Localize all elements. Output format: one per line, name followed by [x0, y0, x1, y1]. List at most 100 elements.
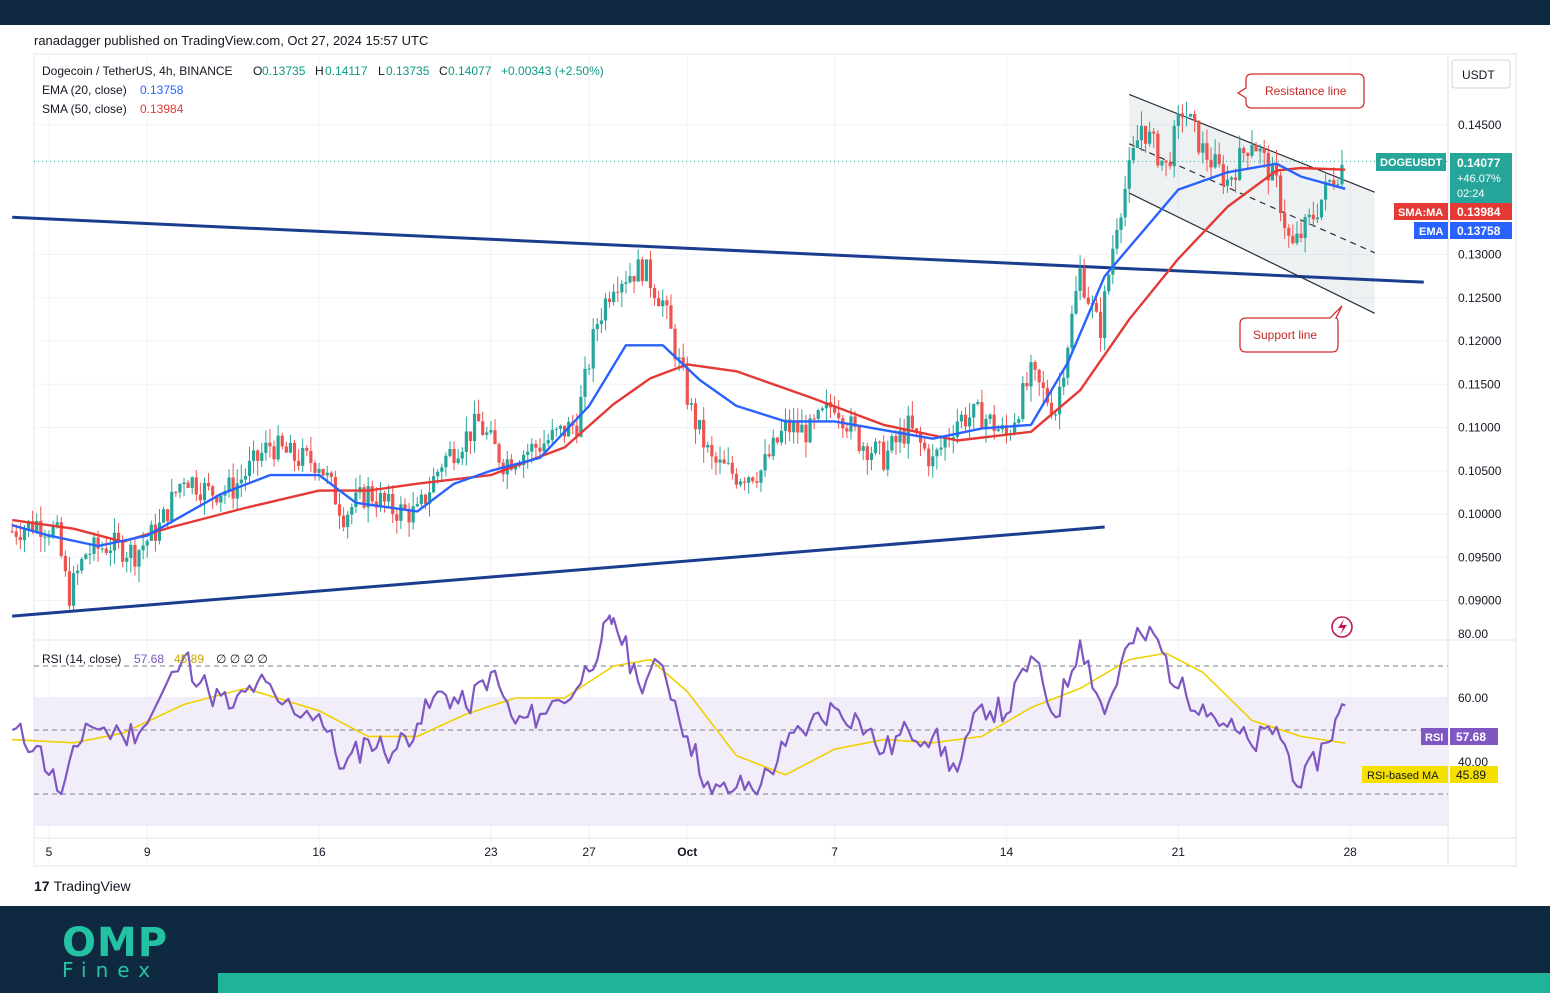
price-tick-label: 0.11500 — [1458, 377, 1501, 391]
candle-body — [550, 429, 554, 441]
candle-body — [865, 446, 869, 460]
candle-body — [1082, 268, 1086, 298]
time-tick-label: 28 — [1343, 845, 1357, 859]
candle-body — [235, 483, 239, 499]
candle-body — [108, 550, 112, 554]
candle-body — [346, 514, 350, 528]
candle-body — [440, 467, 444, 472]
rsi-ma-tag-value: 45.89 — [1456, 768, 1486, 782]
candle-body — [714, 456, 718, 463]
time-tick-label: 23 — [484, 845, 498, 859]
candle-body — [174, 491, 178, 493]
candle-body — [882, 441, 886, 470]
ohlc-h-label: H — [315, 64, 324, 78]
candle-body — [890, 436, 894, 451]
price-tick-label: 0.12000 — [1458, 334, 1502, 348]
candle-body — [137, 550, 141, 567]
candle-body — [603, 298, 608, 321]
candle-body — [1283, 213, 1287, 228]
candle-body — [1336, 184, 1340, 186]
candle-body — [288, 442, 293, 453]
candle-body — [587, 368, 591, 370]
candle-body — [121, 540, 125, 562]
price-chart[interactable]: 0.14500 0.13000 0.12500 0.12000 0.11500 0.110… — [0, 0, 1550, 906]
candle-body — [943, 438, 947, 448]
time-tick-label: 27 — [582, 845, 596, 859]
sma-tag-value: 0.13984 — [1457, 205, 1501, 219]
candle-body — [448, 448, 452, 456]
candle-body — [816, 410, 820, 419]
candle-body — [792, 421, 796, 433]
candle-body — [845, 428, 849, 432]
time-tick-label: Oct — [677, 845, 697, 859]
candle-body — [759, 470, 763, 483]
candle-body — [538, 447, 542, 452]
candle-body — [853, 416, 857, 427]
candle-body — [219, 495, 223, 503]
candle-body — [661, 300, 665, 307]
candles — [10, 101, 1344, 610]
candle-body — [170, 491, 174, 522]
candle-body — [329, 472, 333, 477]
candle-body — [542, 443, 546, 452]
candle-body — [1291, 235, 1295, 244]
candle-body — [771, 437, 775, 457]
candle-body — [628, 276, 632, 283]
ohlc-o-value: 0.13735 — [262, 64, 306, 78]
candle-body — [706, 444, 710, 448]
symbol-title: Dogecoin / TetherUS, 4h, BINANCE — [42, 64, 233, 78]
candle-body — [1168, 162, 1172, 167]
candle-body — [824, 402, 829, 409]
candle-body — [423, 494, 428, 504]
candle-body — [497, 444, 501, 463]
candle-body — [669, 305, 673, 329]
time-tick-label: 16 — [312, 845, 326, 859]
candle-body — [722, 459, 726, 464]
currency-box[interactable] — [1451, 59, 1511, 89]
candle-body — [239, 479, 243, 484]
rsi-pane — [11, 614, 1448, 796]
channel-fill — [1129, 94, 1375, 314]
candle-body — [1299, 233, 1303, 239]
support-trendline — [1128, 192, 1375, 314]
candle-body — [1156, 133, 1160, 166]
candle-body — [186, 482, 190, 489]
sma-tag — [1394, 203, 1448, 220]
candle-body — [464, 431, 468, 452]
candle-body — [554, 428, 558, 430]
candle-body — [530, 443, 534, 452]
candle-body — [382, 492, 387, 502]
candle-body — [1295, 233, 1299, 244]
tradingview-logo[interactable]: 17 TradingView — [34, 878, 131, 894]
candle-body — [575, 425, 579, 437]
candle-body — [583, 368, 587, 397]
candle-body — [526, 451, 530, 455]
candle-body — [1017, 418, 1021, 423]
price-tick-label: 0.13000 — [1458, 248, 1502, 262]
candle-body — [276, 435, 280, 460]
candle-body — [1213, 154, 1217, 168]
price-tick-label: 0.12500 — [1458, 291, 1502, 305]
candle-body — [104, 548, 108, 554]
candle-body — [190, 477, 194, 489]
rsi-extra-values: ∅ ∅ ∅ ∅ — [216, 652, 268, 666]
candle-body — [742, 481, 747, 483]
candle-body — [1160, 160, 1164, 166]
candle-body — [387, 494, 391, 502]
candle-body — [1037, 369, 1041, 383]
candle-body — [972, 404, 976, 418]
candle-body — [321, 469, 325, 476]
candle-body — [444, 455, 448, 468]
candle-body — [1143, 125, 1148, 144]
rsi-legend-label: RSI (14, close) — [42, 652, 121, 666]
candle-body — [902, 430, 906, 444]
time-tick-label: 14 — [1000, 845, 1014, 859]
lightning-icon[interactable] — [1331, 616, 1353, 638]
candle-body — [1070, 313, 1074, 348]
currency-label: USDT — [1462, 68, 1495, 82]
rsi-ma-line — [12, 652, 1346, 776]
ema-tag-value: 0.13758 — [1457, 224, 1501, 238]
candle-body — [1123, 188, 1127, 218]
candle-body — [996, 429, 1000, 432]
candle-body — [783, 419, 788, 431]
